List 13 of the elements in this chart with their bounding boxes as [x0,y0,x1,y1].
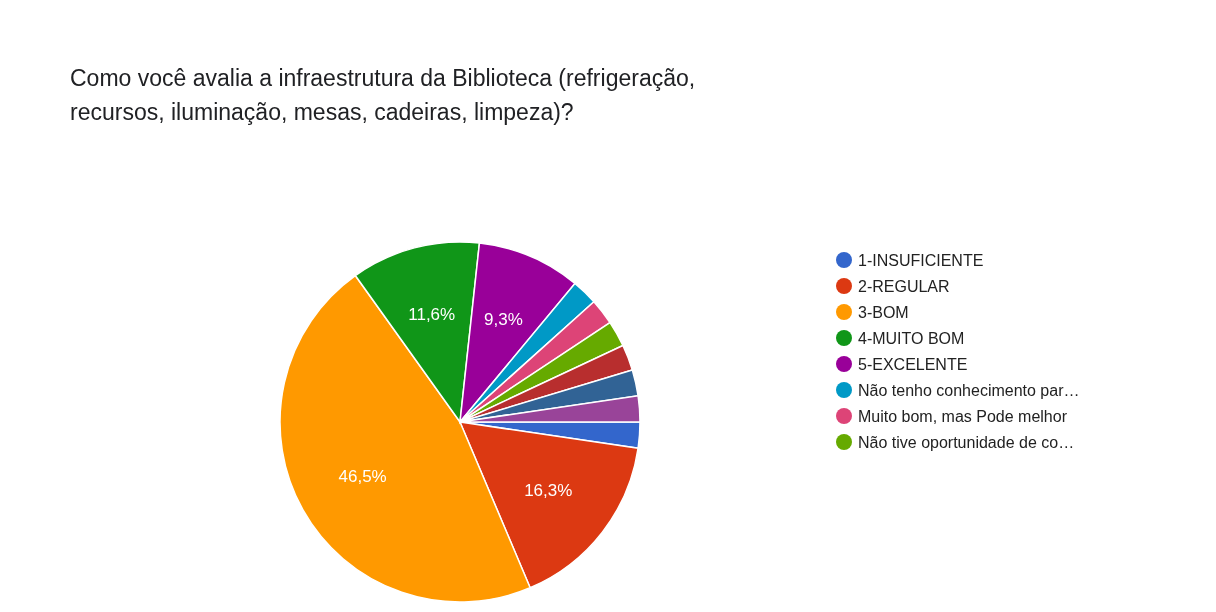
legend-label: Não tenho conhecimento par… [858,381,1080,399]
data-label: 16,3% [524,481,573,501]
data-label: 46,5% [338,467,387,487]
legend-label: Não tive oportunidade de co… [858,433,1075,451]
data-label: 11,6% [408,304,456,324]
legend-label: 3-BOM [858,303,909,321]
data-label: 9,3% [484,310,523,330]
chart-title: Como você avalia a infraestrutura da Biblioteca (refrigeração, recursos, iluminação, mesas, cadeiras, limpeza)? [70,65,696,125]
legend-label: 1-INSUFICIENTE [858,251,984,269]
legend-label: 2-REGULAR [858,277,950,295]
legend-label: 5-EXCELENTE [858,355,968,373]
legend-label: 4-MUITO BOM [858,329,965,347]
legend-label: Muito bom, mas Pode melhor [858,407,1068,425]
